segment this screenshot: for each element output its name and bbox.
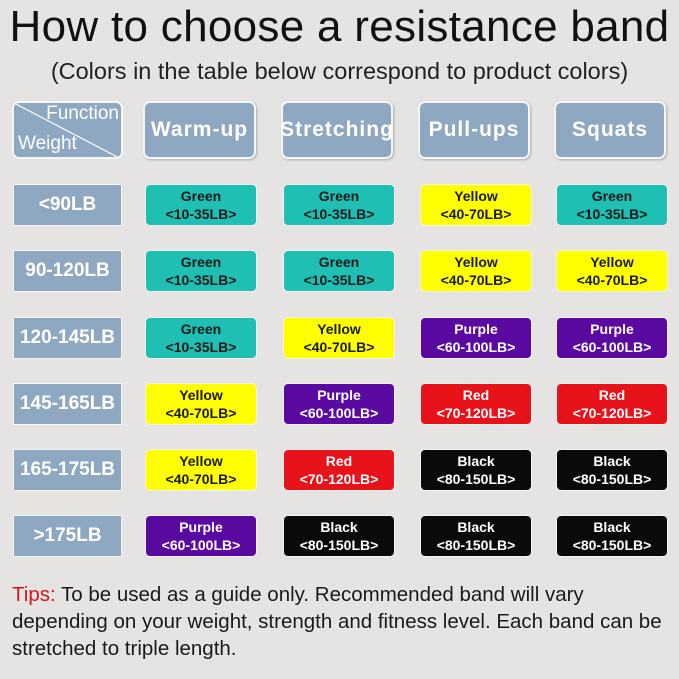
band-cell: Green <10-35LB> <box>556 184 668 226</box>
function-label: Function <box>46 103 119 124</box>
band-range: <80-150LB> <box>572 537 652 553</box>
band-color-name: Green <box>591 188 633 204</box>
band-range: <10-35LB> <box>303 272 375 288</box>
column-header: Stretching <box>280 101 393 159</box>
band-color-name: Black <box>457 519 495 535</box>
band-cell: Yellow <40-70LB> <box>283 317 395 359</box>
band-range: <40-70LB> <box>303 339 375 355</box>
band-color-name: Red <box>325 453 353 469</box>
corner-header-cell: Function Weight <box>12 101 123 159</box>
band-cell: Red <70-120LB> <box>420 383 532 425</box>
band-color-name: Black <box>320 519 358 535</box>
row-weight-label: <90LB <box>13 184 122 226</box>
band-cell: Yellow <40-70LB> <box>556 250 668 292</box>
band-color-name: Black <box>593 453 631 469</box>
band-range: <10-35LB> <box>165 272 237 288</box>
band-cell: Yellow <40-70LB> <box>145 449 257 491</box>
band-color-name: Green <box>180 321 222 337</box>
band-cell: Purple <60-100LB> <box>556 317 668 359</box>
band-range: <40-70LB> <box>165 471 237 487</box>
band-cell: Yellow <40-70LB> <box>420 250 532 292</box>
tips-body: To be used as a guide only. Recommended … <box>12 583 662 660</box>
band-cell: Black <80-150LB> <box>283 515 395 557</box>
band-cell: Black <80-150LB> <box>420 515 532 557</box>
page-title: How to choose a resistance band <box>9 2 670 51</box>
diagonal-divider <box>14 103 119 157</box>
band-color-name: Purple <box>454 321 498 337</box>
band-color-name: Yellow <box>590 254 634 270</box>
band-range: <60-100LB> <box>299 405 379 421</box>
band-color-name: Yellow <box>454 254 498 270</box>
band-color-name: Red <box>462 387 490 403</box>
band-cell: Purple <60-100LB> <box>283 383 395 425</box>
band-cell: Green <10-35LB> <box>283 250 395 292</box>
band-cell: Green <10-35LB> <box>145 184 257 226</box>
band-range: <70-120LB> <box>299 471 379 487</box>
band-color-name: Purple <box>590 321 634 337</box>
band-color-name: Black <box>457 453 495 469</box>
band-range: <70-120LB> <box>436 405 516 421</box>
column-header: Squats <box>554 101 666 159</box>
band-color-name: Green <box>318 188 360 204</box>
band-cell: Yellow <40-70LB> <box>420 184 532 226</box>
band-range: <80-150LB> <box>572 471 652 487</box>
band-cell: Green <10-35LB> <box>283 184 395 226</box>
tips-text: Tips: To be used as a guide only. Recomm… <box>12 581 672 662</box>
band-color-name: Red <box>598 387 626 403</box>
band-cell: Green <10-35LB> <box>145 317 257 359</box>
band-range: <80-150LB> <box>299 537 379 553</box>
band-range: <10-35LB> <box>303 206 375 222</box>
page-subtitle: (Colors in the table below correspond to… <box>50 58 629 84</box>
band-cell: Red <70-120LB> <box>556 383 668 425</box>
band-color-name: Black <box>593 519 631 535</box>
band-range: <40-70LB> <box>440 272 512 288</box>
band-cell: Purple <60-100LB> <box>420 317 532 359</box>
column-header: Warm-up <box>143 101 256 159</box>
band-cell: Green <10-35LB> <box>145 250 257 292</box>
band-range: <60-100LB> <box>572 339 652 355</box>
band-color-name: Yellow <box>454 188 498 204</box>
column-header: Pull-ups <box>418 101 530 159</box>
band-range: <10-35LB> <box>165 339 237 355</box>
band-color-name: Purple <box>179 519 223 535</box>
row-weight-label: 90-120LB <box>13 250 122 292</box>
band-color-name: Green <box>318 254 360 270</box>
weight-label: Weight <box>18 133 77 154</box>
band-cell: Purple <60-100LB> <box>145 515 257 557</box>
band-color-name: Purple <box>317 387 361 403</box>
band-color-name: Yellow <box>179 387 223 403</box>
band-range: <70-120LB> <box>572 405 652 421</box>
band-range: <60-100LB> <box>161 537 241 553</box>
band-cell: Yellow <40-70LB> <box>145 383 257 425</box>
band-cell: Black <80-150LB> <box>420 449 532 491</box>
band-range: <40-70LB> <box>440 206 512 222</box>
tips-label: Tips: <box>12 583 56 606</box>
band-color-name: Yellow <box>317 321 361 337</box>
band-range: <10-35LB> <box>165 206 237 222</box>
band-range: <80-150LB> <box>436 471 516 487</box>
band-range: <40-70LB> <box>576 272 648 288</box>
band-range: <80-150LB> <box>436 537 516 553</box>
row-weight-label: 165-175LB <box>13 449 122 491</box>
row-weight-label: >175LB <box>13 515 122 557</box>
band-cell: Black <80-150LB> <box>556 515 668 557</box>
band-range: <60-100LB> <box>436 339 516 355</box>
band-cell: Black <80-150LB> <box>556 449 668 491</box>
band-range: <10-35LB> <box>576 206 648 222</box>
band-color-name: Yellow <box>179 453 223 469</box>
band-color-name: Green <box>180 254 222 270</box>
band-range: <40-70LB> <box>165 405 237 421</box>
row-weight-label: 120-145LB <box>13 317 122 359</box>
band-color-name: Green <box>180 188 222 204</box>
row-weight-label: 145-165LB <box>13 383 122 425</box>
band-cell: Red <70-120LB> <box>283 449 395 491</box>
